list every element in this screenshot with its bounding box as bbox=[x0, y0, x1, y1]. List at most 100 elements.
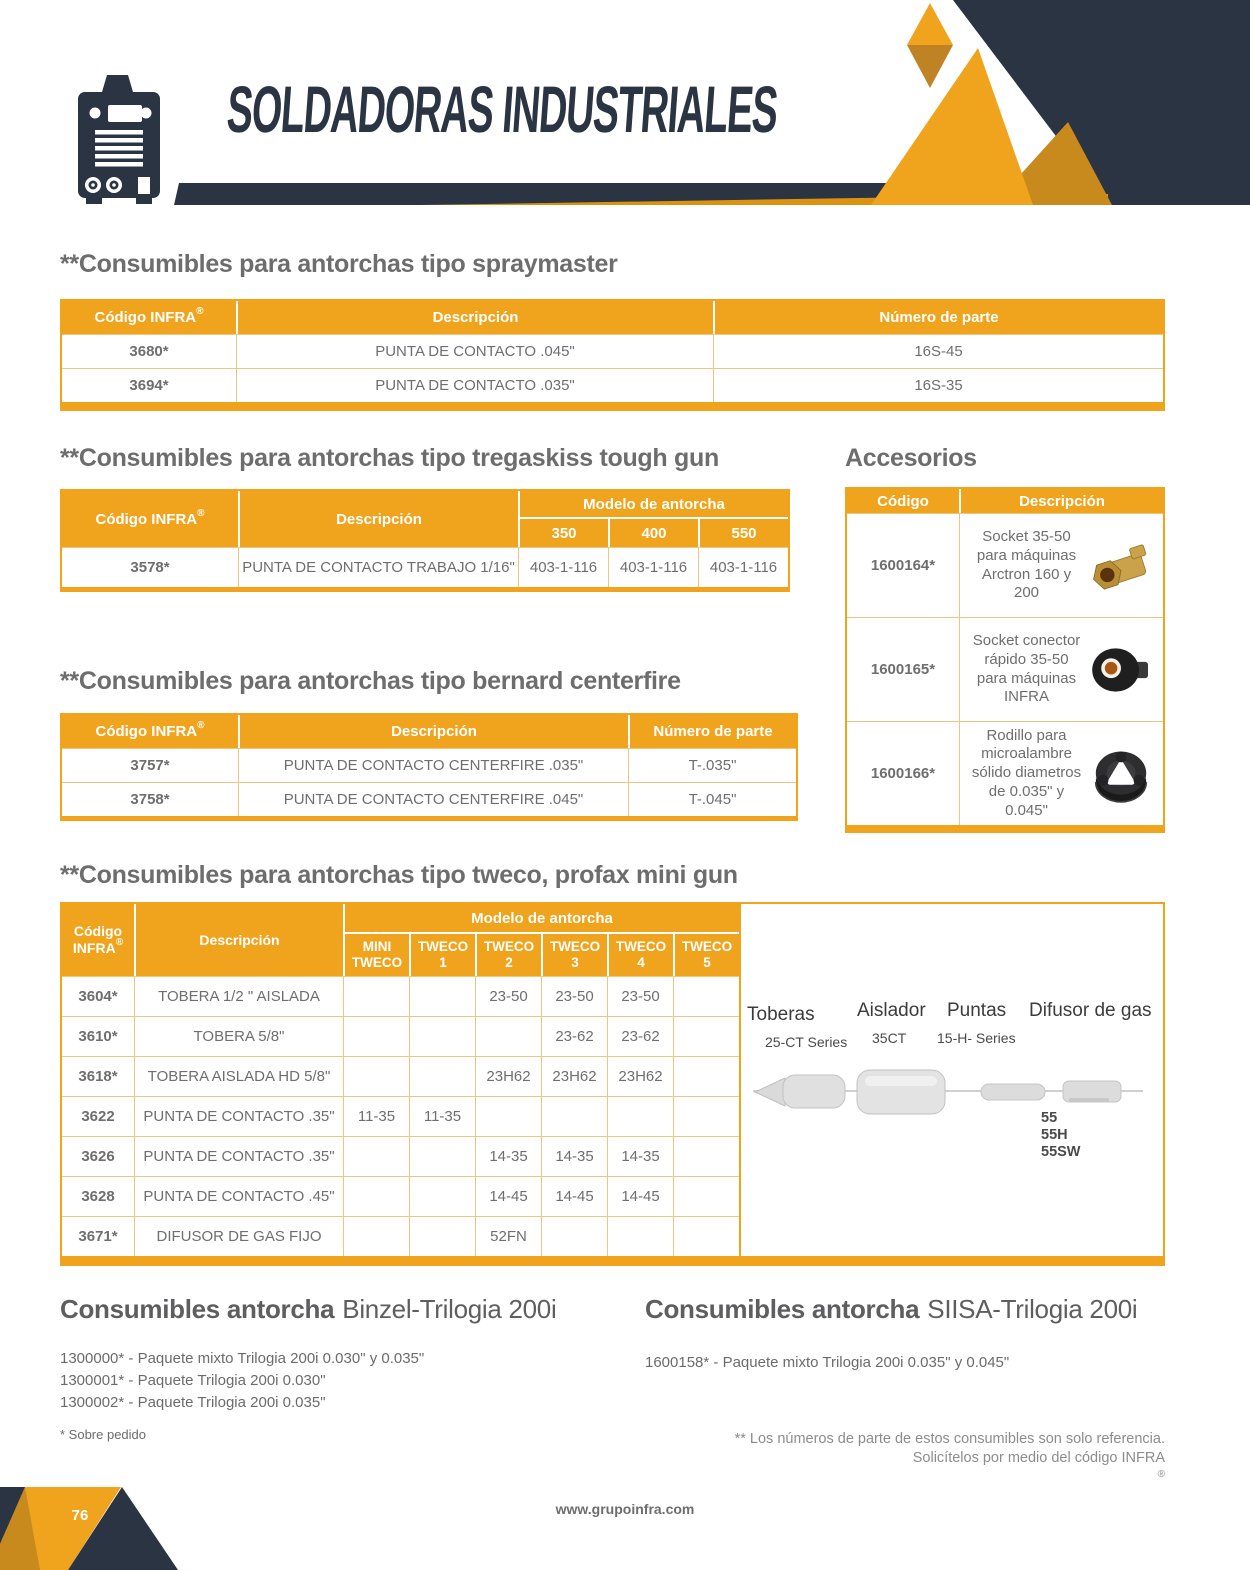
footnote-line: ** Los números de parte de estos consumi… bbox=[734, 1431, 1165, 1447]
cell-model bbox=[607, 1216, 673, 1256]
cell-model bbox=[409, 976, 475, 1016]
table-row: 3622 PUNTA DE CONTACTO .35" 11-35 11-35 bbox=[62, 1096, 739, 1136]
cell-part-number: T-.045" bbox=[628, 782, 796, 816]
quick-socket-icon bbox=[1092, 647, 1148, 692]
cell-description: PUNTA DE CONTACTO .35" bbox=[134, 1096, 343, 1136]
cell-code: 3618* bbox=[62, 1056, 134, 1096]
tweco-table-group: Código INFRA® Descripción Modelo de anto… bbox=[60, 902, 1165, 1266]
cell-model-350: 403-1-116 bbox=[518, 547, 608, 587]
col-header-tweco-5: TWECO 5 bbox=[673, 932, 739, 976]
table-row: 3757* PUNTA DE CONTACTO CENTERFIRE .035"… bbox=[62, 748, 796, 782]
col-header-550: 550 bbox=[698, 517, 788, 547]
cell-model bbox=[673, 1016, 739, 1056]
col-header-codigo-infra: Código INFRA® bbox=[62, 904, 134, 976]
cell-model: 23-50 bbox=[607, 976, 673, 1016]
binzel-item-list: 1300000* - Paquete mixto Trilogia 200i 0… bbox=[60, 1348, 424, 1414]
cell-part-number: 16S-45 bbox=[713, 334, 1163, 368]
diagram-label-difusor: Difusor de gas bbox=[1029, 1000, 1152, 1021]
registered-mark: ® bbox=[196, 306, 204, 317]
footnote-sobre-pedido: * Sobre pedido bbox=[60, 1427, 147, 1442]
page-number: 76 bbox=[71, 1507, 89, 1524]
table-row: 3671* DIFUSOR DE GAS FIJO 52FN bbox=[62, 1216, 739, 1256]
col-header-descripcion: Descripción bbox=[236, 301, 713, 334]
table-footer-bar bbox=[62, 402, 1163, 409]
section-title-tregaskiss: **Consumibles para antorchas tipo tregas… bbox=[60, 444, 719, 472]
cell-model-550: 403-1-116 bbox=[698, 547, 788, 587]
col-header-descripcion: Descripción bbox=[238, 715, 628, 748]
diagram-label-puntas: Puntas bbox=[947, 1000, 1007, 1021]
brass-socket-icon bbox=[1093, 543, 1147, 590]
cell-code: 3758* bbox=[62, 782, 238, 816]
cell-description: Socket conector rápido 35-50 para máquin… bbox=[959, 617, 1163, 721]
cell-part-number: 16S-35 bbox=[713, 368, 1163, 402]
footnote-reference: ** Los números de parte de estos consumi… bbox=[665, 1430, 1165, 1487]
col-header-350: 350 bbox=[518, 517, 608, 547]
diagram-sub-puntas: 15-H- Series bbox=[937, 1030, 1016, 1046]
cell-model: 23-50 bbox=[475, 976, 541, 1016]
col-header-descripcion: Descripción bbox=[134, 904, 343, 976]
welder-machine-icon bbox=[78, 75, 160, 204]
cell-model bbox=[409, 1216, 475, 1256]
accessory-description: Socket 35-50 para máquinas Arctron 160 y… bbox=[976, 528, 1077, 602]
cell-code: 3671* bbox=[62, 1216, 134, 1256]
tweco-diagram-panel: Toberas 25-CT Series Aislador 35CT Punta… bbox=[739, 902, 1165, 1258]
cell-model: 23-62 bbox=[541, 1016, 607, 1056]
cell-model bbox=[409, 1056, 475, 1096]
table-row: 3758* PUNTA DE CONTACTO CENTERFIRE .045"… bbox=[62, 782, 796, 816]
accessory-description: Rodillo para microalambre sólido diametr… bbox=[971, 726, 1082, 819]
bernard-table: Código INFRA® Descripción Número de part… bbox=[60, 713, 798, 821]
cell-model bbox=[541, 1216, 607, 1256]
cell-model: 11-35 bbox=[409, 1096, 475, 1136]
cell-model: 14-35 bbox=[541, 1136, 607, 1176]
siisa-title: Consumibles antorcha SIISA-Trilogia 200i bbox=[645, 1294, 1138, 1325]
col-header-tweco-2: TWECO 2 bbox=[475, 932, 541, 976]
table-footer-bar bbox=[847, 825, 1163, 831]
table-row: 3680* PUNTA DE CONTACTO .045" 16S-45 bbox=[62, 334, 1163, 368]
cell-description: PUNTA DE CONTACTO .35" bbox=[134, 1136, 343, 1176]
cell-description: Rodillo para microalambre sólido diametr… bbox=[959, 721, 1163, 825]
col-header-400: 400 bbox=[608, 517, 698, 547]
col-header-descripcion: Descripción bbox=[959, 489, 1163, 513]
website-url: www.grupoinfra.com bbox=[555, 1501, 695, 1517]
col-header-descripcion: Descripción bbox=[238, 491, 518, 547]
cell-model-400: 403-1-116 bbox=[608, 547, 698, 587]
header-row: MINI TWECO TWECO 1 TWECO 2 TWECO 3 TWECO… bbox=[62, 932, 739, 976]
cell-model: 11-35 bbox=[343, 1096, 409, 1136]
registered-mark: ® bbox=[115, 937, 124, 948]
cell-model: 14-45 bbox=[475, 1176, 541, 1216]
col-header-tweco-3: TWECO 3 bbox=[541, 932, 607, 976]
diffuser-model: 55H bbox=[1041, 1127, 1068, 1143]
cell-model bbox=[475, 1096, 541, 1136]
cell-model bbox=[343, 1216, 409, 1256]
col-header-tweco-1: TWECO 1 bbox=[409, 932, 475, 976]
cell-description: PUNTA DE CONTACTO CENTERFIRE .045" bbox=[238, 782, 628, 816]
cell-model bbox=[673, 1136, 739, 1176]
cell-model: 23-50 bbox=[541, 976, 607, 1016]
cell-model: 23H62 bbox=[607, 1056, 673, 1096]
section-title-accesorios: Accesorios bbox=[845, 444, 977, 472]
cell-description: TOBERA AISLADA HD 5/8" bbox=[134, 1056, 343, 1096]
cell-code: 3628 bbox=[62, 1176, 134, 1216]
col-header-codigo: Código bbox=[847, 489, 959, 513]
header-row: 350 400 550 bbox=[62, 517, 788, 547]
cell-model bbox=[673, 1096, 739, 1136]
header-row: Código INFRA® Descripción Modelo de anto… bbox=[62, 491, 788, 547]
cell-model: 23H62 bbox=[475, 1056, 541, 1096]
col-header-numero-parte: Número de parte bbox=[628, 715, 796, 748]
header-row: Código INFRA® Descripción Número de part… bbox=[62, 301, 1163, 334]
footer-decoration bbox=[0, 1487, 178, 1570]
wire-feed-roller-icon bbox=[1094, 751, 1148, 803]
cell-model bbox=[343, 1136, 409, 1176]
table-row: 3610* TOBERA 5/8" 23-62 23-62 bbox=[62, 1016, 739, 1056]
col-header-codigo-infra: Código INFRA® bbox=[62, 301, 236, 334]
table-footer-bar bbox=[62, 816, 796, 819]
section-title-bernard: **Consumibles para antorchas tipo bernar… bbox=[60, 667, 681, 695]
table-footer-bar bbox=[62, 587, 788, 590]
accesorios-table: Código Descripción 1600164* Socket 35-50… bbox=[845, 487, 1165, 833]
cell-code: 3610* bbox=[62, 1016, 134, 1056]
table-footer-bar bbox=[60, 1256, 1165, 1266]
cell-code: 3622 bbox=[62, 1096, 134, 1136]
cell-code: 1600165* bbox=[847, 617, 959, 721]
cell-code: 3694* bbox=[62, 368, 236, 402]
